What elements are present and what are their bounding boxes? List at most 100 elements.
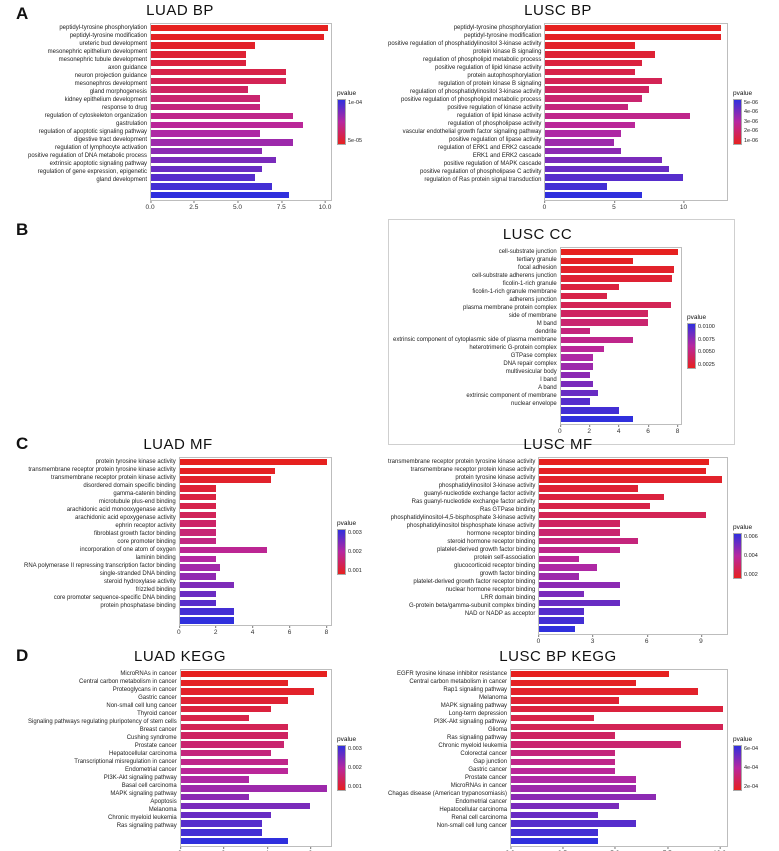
bar-row <box>179 590 331 599</box>
category-label: incorporation of one atom of oxygen <box>80 547 176 553</box>
category-label: positive regulation of DNA metabolic pro… <box>28 153 148 159</box>
bar-row <box>180 785 331 793</box>
category-label: Breast cancer <box>139 727 177 733</box>
pvalue-legend: pvalue 0.003 0.002 0.001 <box>332 736 380 791</box>
bar-row <box>511 732 727 740</box>
category-label: vascular endothelial growth factor signa… <box>402 129 542 135</box>
category-labels: peptidyl-tyrosine phosphorylation peptidy… <box>28 23 150 212</box>
bar-row <box>539 546 727 555</box>
bar-row <box>539 608 727 616</box>
category-label: mesonephros development <box>74 81 148 87</box>
chart-body: peptidyl-tyrosine phosphorylation peptidy… <box>388 23 776 212</box>
bar <box>560 319 648 326</box>
category-label: peptidyl-tyrosine phosphorylation <box>453 25 542 31</box>
category-label: NAD or NADP as acceptor <box>464 611 536 617</box>
chart-title: LUAD BP <box>146 2 214 19</box>
x-tick-label: 2.5 <box>189 200 199 211</box>
bar <box>545 86 649 93</box>
bar-row <box>560 301 681 310</box>
bar-row <box>545 86 727 94</box>
bar <box>179 599 217 606</box>
bar-row <box>511 714 727 723</box>
bar <box>180 679 289 686</box>
x-tick-label: 4 <box>616 424 621 435</box>
category-label: Ras guanyl-nucleotide exchange factor ac… <box>411 499 536 505</box>
bar-row <box>511 829 727 837</box>
bar-row <box>151 130 331 138</box>
bars-wrap: 0.0 2.5 5.0 7.5 10.0 <box>506 669 728 851</box>
chart-body: cell-substrate junction tertiary granule f… <box>393 247 730 436</box>
legend-body: 0.003 0.002 0.001 <box>337 528 380 575</box>
bar <box>560 257 634 264</box>
panel-label-b: B <box>16 220 29 239</box>
plot-area: EGFR tyrosine kinase inhibitor resistanc… <box>388 669 728 851</box>
bar <box>539 458 710 466</box>
bar-row <box>511 785 727 793</box>
x-tick-label: 8 <box>675 424 680 435</box>
category-label: extrinsic component of cytoplasmic side … <box>393 337 557 343</box>
bar-row <box>180 688 331 696</box>
x-tick-label: 4 <box>250 626 255 637</box>
bar-row <box>545 59 727 68</box>
category-label: nuclear hormone receptor binding <box>445 587 536 593</box>
bar-row <box>179 555 331 564</box>
x-tick-label: 4 <box>265 846 269 851</box>
bar <box>179 467 275 474</box>
bar <box>560 398 590 405</box>
legend-body: 0.0100 0.0075 0.0050 0.0025 <box>687 322 730 369</box>
category-label: Prostate cancer <box>465 775 508 781</box>
bar-row <box>545 103 727 112</box>
bar-row <box>179 520 331 528</box>
plot-area: peptidyl-tyrosine phosphorylation peptidy… <box>28 23 332 212</box>
bar <box>560 266 674 273</box>
legend-tick-label: 6e-04 <box>744 745 759 752</box>
chart-lusc-cc: LUSC CC cell-substrate junction tertiary … <box>388 219 735 445</box>
bar-row <box>179 485 331 493</box>
bars-wrap: 0.0 2.5 5.0 7.5 10.0 <box>146 23 332 212</box>
bar-row <box>151 121 331 130</box>
category-label: digestive tract development <box>74 137 148 143</box>
category-label: extrinsic component of membrane <box>466 393 557 399</box>
x-tick-label: 0 <box>176 626 181 637</box>
x-tick-label: 0.0 <box>145 200 155 211</box>
bar <box>179 458 328 466</box>
legend-title: pvalue <box>337 89 357 97</box>
bar <box>180 785 327 792</box>
bar-row <box>511 697 727 705</box>
x-tick-label: 2 <box>587 424 592 435</box>
legend-tick-label: 2e-06 <box>744 128 759 135</box>
bar <box>151 51 247 58</box>
bar <box>179 485 217 492</box>
category-label: multivesicular body <box>505 369 557 375</box>
category-label: Rap1 signaling pathway <box>443 687 508 693</box>
bar-row <box>560 336 681 345</box>
category-label: plasma membrane protein complex <box>463 305 557 311</box>
chart-title: LUAD KEGG <box>133 648 227 665</box>
bar <box>151 33 325 40</box>
category-label: Colorectal cancer <box>460 751 508 757</box>
legend-tick-label: 1e-04 <box>348 99 363 106</box>
legend-tick-label: 1e-06 <box>744 137 759 144</box>
x-axis: 0.0 2.5 5.0 7.5 10.0 <box>506 846 728 851</box>
category-label: PI3K-Akt signaling pathway <box>434 719 508 725</box>
bar <box>151 165 262 172</box>
x-tick-label: 6 <box>646 424 650 435</box>
legend-tick-label: 3e-06 <box>744 118 759 125</box>
bar-row <box>545 95 727 103</box>
bar-row <box>180 820 331 828</box>
bar <box>151 174 255 181</box>
category-label: Thyroid cancer <box>137 711 177 717</box>
bar <box>179 493 217 501</box>
legend-body: 5e-06 4e-06 3e-06 2e-06 1e-06 <box>733 98 776 145</box>
category-label: phosphatidylinositol 3-kinase activity <box>438 483 536 489</box>
bar <box>179 546 268 554</box>
bar <box>180 749 271 757</box>
bar <box>511 749 615 757</box>
bar <box>511 802 620 810</box>
plot-area: transmembrane receptor protein tyrosine … <box>388 457 728 646</box>
bar <box>151 95 261 102</box>
bar <box>560 407 619 414</box>
chart-lusc-kegg: LUSC BP KEGG EGFR tyrosine kinase inhibi… <box>388 648 776 851</box>
bar-row <box>511 705 727 714</box>
legend-tick-labels: 0.006 0.004 0.002 <box>744 533 758 579</box>
